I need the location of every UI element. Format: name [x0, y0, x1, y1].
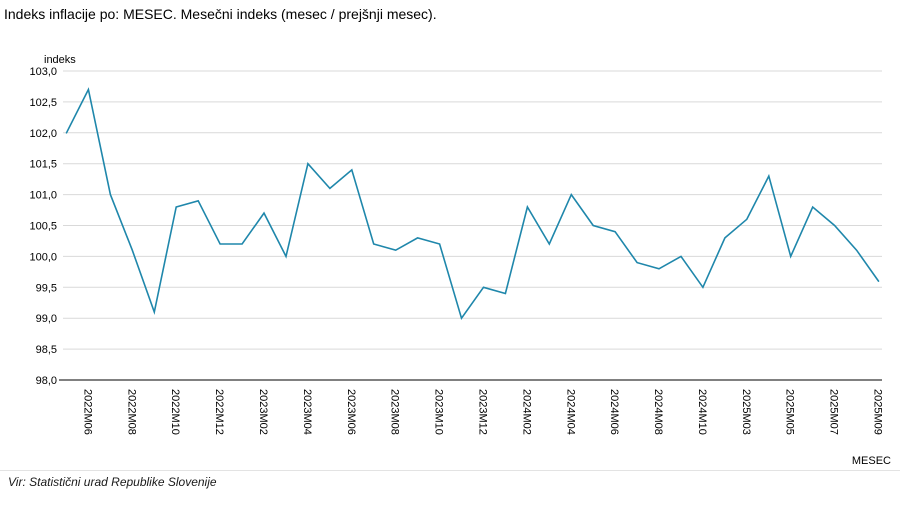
x-axis-labels: 2022M06 2022M08 2022M10 2022M12 2023M02 2023M…: [81, 389, 883, 435]
x-tick-label: 2025M07: [828, 389, 840, 435]
x-tick-label: 2024M10: [696, 389, 708, 435]
y-tick-label: 98,5: [36, 344, 57, 356]
x-tick-label: 2025M03: [740, 389, 752, 435]
y-tick-label: 100,0: [29, 251, 57, 263]
y-axis-labels: 103,0 102,5 102,0 101,5 101,0 100,5 100,0 99,5 9…: [29, 66, 57, 387]
x-tick-label: 2023M04: [301, 389, 313, 435]
y-gridlines: [59, 70, 882, 381]
x-tick-label: 2023M12: [477, 389, 489, 435]
x-axis-title: MESEC: [852, 455, 891, 467]
x-tick-label: 2023M02: [257, 389, 269, 435]
chart-title: Indeks inflacije po: MESEC. Mesečni inde…: [4, 6, 437, 22]
x-tick-label: 2024M02: [520, 389, 532, 435]
y-tick-label: 101,0: [29, 190, 57, 202]
source-note: Vir: Statistični urad Republike Slovenij…: [0, 470, 900, 489]
x-tick-label: 2023M10: [433, 389, 445, 435]
y-tick-label: 99,0: [36, 313, 57, 325]
x-tick-label: 2024M08: [652, 389, 664, 435]
y-tick-label: 101,5: [29, 159, 57, 171]
y-tick-label: 102,0: [29, 128, 57, 140]
x-tick-label: 2025M05: [784, 389, 796, 435]
y-tick-label: 102,5: [29, 97, 57, 109]
x-tick-label: 2023M06: [345, 389, 357, 435]
y-tick-label: 99,5: [36, 282, 57, 294]
x-tick-label: 2024M06: [608, 389, 620, 435]
x-tick-label: 2022M06: [81, 389, 93, 435]
x-tick-label: 2024M04: [564, 389, 576, 435]
x-tick-label: 2022M08: [125, 389, 137, 435]
y-axis-title: indeks: [44, 54, 76, 66]
y-tick-label: 103,0: [29, 66, 57, 78]
series-line: [65, 87, 880, 321]
x-tick-label: 2022M10: [169, 389, 181, 435]
x-tick-label: 2022M12: [213, 389, 225, 435]
x-tick-label: 2023M08: [389, 389, 401, 435]
x-tick-label: 2025M09: [872, 389, 884, 435]
y-tick-label: 100,5: [29, 221, 57, 233]
y-tick-label: 98,0: [36, 375, 57, 387]
